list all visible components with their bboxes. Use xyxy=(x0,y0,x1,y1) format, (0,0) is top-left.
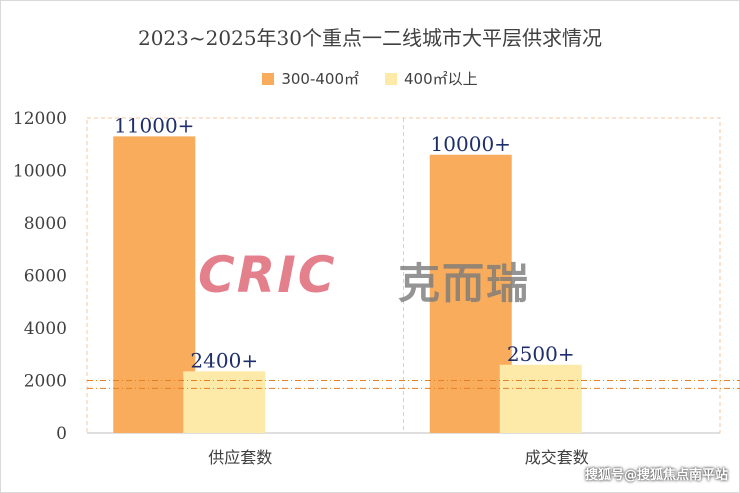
y-tick-label: 0 xyxy=(56,424,67,444)
x-tick-label: 供应套数 xyxy=(208,448,272,467)
data-label: 10000+ xyxy=(431,132,511,156)
cric-watermark-cn: 克而瑞 xyxy=(398,259,531,308)
bar-2-1 xyxy=(183,371,266,433)
y-tick-label: 2000 xyxy=(24,372,67,392)
y-tick-label: 4000 xyxy=(24,319,67,339)
x-tick-label: 成交套数 xyxy=(525,448,589,467)
cric-watermark-logo: CRIC xyxy=(198,246,337,304)
y-tick-label: 6000 xyxy=(24,267,67,287)
bar-1-1 xyxy=(113,136,196,433)
legend-swatch-series-1 xyxy=(262,72,275,85)
source-credit: 搜狐号@搜狐焦点南平站 xyxy=(584,468,728,483)
y-tick-label: 12000 xyxy=(13,109,67,129)
data-label: 11000+ xyxy=(114,113,194,137)
chart-legend: 300-400㎡ 400㎡以上 xyxy=(0,68,740,89)
data-label: 2400+ xyxy=(190,348,258,372)
legend-item-series-1: 300-400㎡ xyxy=(262,68,359,89)
data-label: 2500+ xyxy=(507,342,575,366)
legend-item-series-2: 400㎡以上 xyxy=(385,68,478,89)
chart-title: 2023~2025年30个重点一二线城市大平层供求情况 xyxy=(137,26,602,50)
legend-label-series-2: 400㎡以上 xyxy=(404,70,478,88)
y-tick-label: 8000 xyxy=(24,214,67,234)
y-tick-label: 10000 xyxy=(13,162,67,182)
bar-2-2 xyxy=(499,364,582,433)
legend-label-series-1: 300-400㎡ xyxy=(281,70,360,88)
bar-1-2 xyxy=(429,154,512,433)
legend-swatch-series-2 xyxy=(385,72,398,85)
